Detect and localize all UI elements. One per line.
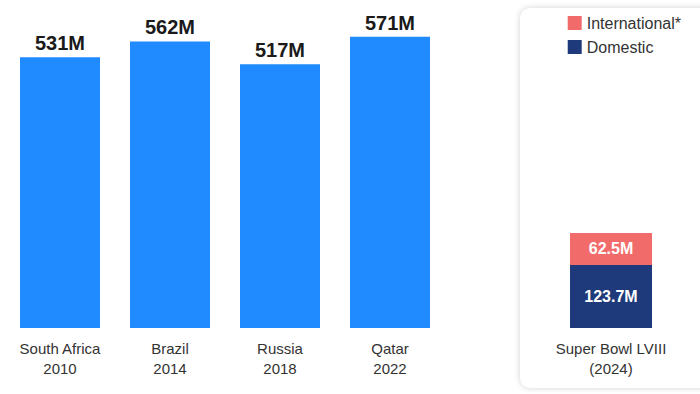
- svg-text:Russia: Russia: [257, 340, 304, 357]
- svg-text:Super Bowl LVIII: Super Bowl LVIII: [556, 340, 667, 357]
- svg-text:Brazil: Brazil: [151, 340, 189, 357]
- svg-text:517M: 517M: [255, 39, 305, 61]
- svg-text:531M: 531M: [35, 32, 85, 54]
- svg-text:571M: 571M: [365, 12, 415, 34]
- svg-text:(2024): (2024): [589, 360, 632, 377]
- svg-text:Domestic: Domestic: [587, 39, 654, 56]
- svg-text:62.5M: 62.5M: [589, 240, 633, 257]
- svg-text:Qatar: Qatar: [371, 340, 409, 357]
- svg-text:123.7M: 123.7M: [584, 288, 637, 305]
- svg-text:2022: 2022: [373, 360, 406, 377]
- svg-text:2018: 2018: [263, 360, 296, 377]
- svg-text:2010: 2010: [43, 360, 76, 377]
- svg-text:2014: 2014: [153, 360, 186, 377]
- svg-text:South Africa: South Africa: [20, 340, 102, 357]
- svg-text:International*: International*: [587, 15, 681, 32]
- svg-text:562M: 562M: [145, 16, 195, 38]
